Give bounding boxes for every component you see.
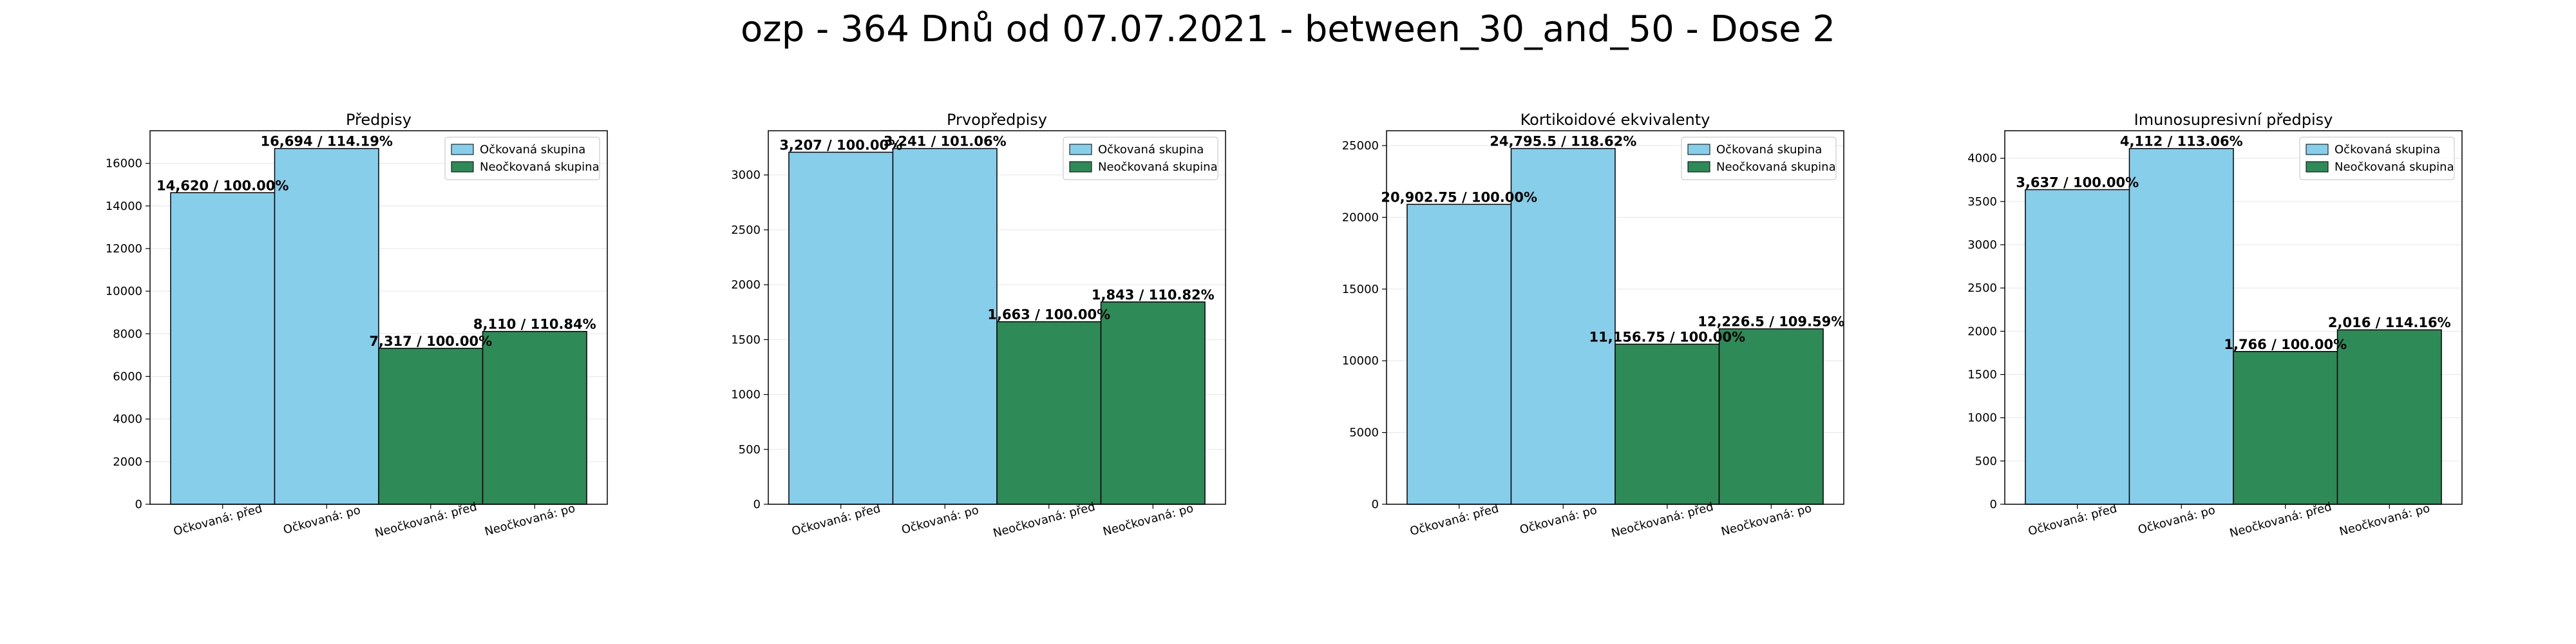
y-tick-label: 20000: [1342, 211, 1379, 224]
y-tick-label: 0: [135, 498, 142, 511]
bar: [170, 192, 276, 505]
bar: [2233, 351, 2338, 505]
bar-value-label: 3,241 / 101.06%: [884, 134, 1007, 149]
axes-frame: [149, 130, 608, 505]
bar-value-label: 3,637 / 100.00%: [2016, 175, 2139, 190]
y-tick-label: 3500: [1967, 195, 1997, 209]
y-tick-label: 2500: [1967, 281, 1997, 295]
panel-title: Předpisy: [346, 111, 412, 129]
legend-swatch: [1687, 161, 1710, 173]
bar-value-label: 1,843 / 110.82%: [1092, 287, 1215, 303]
bar: [482, 330, 587, 505]
y-tick-label: 3000: [1967, 238, 1997, 252]
chart-panels: 14,620 / 100.00% 16,694 / 114.19% 7,317 / …: [106, 111, 2463, 540]
bar-value-label: 2,016 / 114.16%: [2328, 315, 2451, 330]
bar: [1406, 204, 1512, 505]
bar: [2128, 147, 2234, 505]
bar: [1100, 301, 1206, 505]
chart-panel: 3,637 / 100.00% 4,112 / 113.06% 1,766 / 10…: [1967, 111, 2463, 540]
y-tick-label: 4000: [1967, 152, 1997, 166]
y-tick-label: 10000: [1342, 354, 1379, 368]
y-tick-label: 3000: [731, 169, 761, 182]
legend-swatch: [451, 161, 474, 173]
bar-value-label: 4,112 / 113.06%: [2120, 134, 2243, 149]
y-tick-label: 0: [1372, 498, 1379, 511]
legend-label: Neočkovaná skupina: [2334, 160, 2454, 174]
y-tick-label: 0: [753, 498, 761, 511]
y-tick-label: 2000: [731, 278, 761, 292]
bar-value-label: 14,620 / 100.00%: [156, 178, 289, 193]
bar-value-label: 20,902.75 / 100.00%: [1381, 189, 1537, 205]
bar: [378, 348, 484, 505]
bar: [996, 321, 1102, 505]
y-tick-label: 8000: [113, 327, 142, 341]
axes-frame: [2004, 130, 2463, 505]
legend-label: Neočkovaná skupina: [1098, 160, 1218, 174]
legend-box: [2299, 137, 2455, 180]
bar: [2336, 329, 2442, 505]
axes-frame: [768, 130, 1226, 505]
bar-value-label: 3,207 / 100.00%: [779, 137, 902, 153]
bar: [1718, 328, 1824, 505]
y-tick-label: 15000: [1342, 283, 1379, 296]
bar-value-label: 7,317 / 100.00%: [369, 334, 492, 349]
bar-value-label: 16,694 / 114.19%: [261, 134, 393, 149]
y-tick-label: 14000: [106, 200, 142, 213]
chart-panel: 3,207 / 100.00%3,241 / 101.06% 1,663 / 10…: [731, 111, 1226, 540]
y-tick-label: 2000: [113, 455, 142, 469]
legend-swatch: [2306, 144, 2329, 155]
bar-value-label: 12,226.5 / 109.59%: [1698, 314, 1844, 330]
legend-label: Očkovaná skupina: [2334, 143, 2440, 156]
panel-title: Imunosupresivní předpisy: [2134, 111, 2333, 129]
legend-box: [1063, 137, 1218, 180]
bar-value-label: 8,110 / 110.84%: [473, 317, 596, 332]
bar: [1615, 343, 1720, 505]
panel-title: Prvopředpisy: [947, 111, 1047, 129]
y-tick-label: 2000: [1967, 325, 1997, 338]
y-tick-label: 1000: [731, 388, 761, 402]
y-tick-label: 1500: [731, 333, 761, 346]
bar-value-label: 11,156.75 / 100.00%: [1589, 329, 1745, 345]
y-tick-label: 1000: [1967, 412, 1997, 425]
legend-label: Neočkovaná skupina: [480, 160, 600, 174]
legend-label: Očkovaná skupina: [1098, 143, 1204, 156]
bar-value-label: 24,795.5 / 118.62%: [1490, 134, 1636, 149]
legend-swatch: [451, 144, 474, 155]
legend-box: [444, 137, 600, 180]
bar: [2025, 189, 2130, 505]
y-tick-label: 4000: [113, 413, 142, 426]
y-tick-label: 16000: [106, 157, 142, 171]
legend-label: Očkovaná skupina: [1716, 143, 1822, 156]
bar: [274, 147, 379, 505]
legend-swatch: [1069, 144, 1092, 155]
legend-swatch: [1069, 161, 1092, 173]
y-tick-label: 10000: [106, 285, 142, 298]
legend-swatch: [1687, 144, 1710, 155]
legend-box: [1681, 137, 1837, 180]
axes-frame: [1386, 130, 1844, 505]
y-tick-label: 5000: [1349, 426, 1379, 440]
legend-label: Očkovaná skupina: [480, 143, 585, 156]
y-tick-label: 0: [1990, 498, 1997, 511]
figure-title: ozp - 364 Dnů od 07.07.2021 - between_30…: [741, 8, 1835, 50]
y-tick-label: 25000: [1342, 139, 1379, 153]
y-tick-label: 6000: [113, 370, 142, 383]
bar-value-label: 1,663 / 100.00%: [987, 307, 1110, 323]
legend-swatch: [2306, 161, 2329, 173]
y-tick-label: 500: [739, 443, 761, 457]
y-tick-label: 500: [1975, 455, 1997, 468]
bar: [788, 151, 894, 505]
y-tick-label: 12000: [106, 242, 142, 256]
y-tick-label: 1500: [1967, 368, 1997, 382]
bar: [892, 147, 998, 505]
bar-value-label: 1,766 / 100.00%: [2224, 337, 2347, 352]
y-tick-label: 2500: [731, 223, 761, 237]
legend-label: Neočkovaná skupina: [1716, 160, 1836, 174]
panel-title: Kortikoidové ekvivalenty: [1520, 111, 1710, 129]
